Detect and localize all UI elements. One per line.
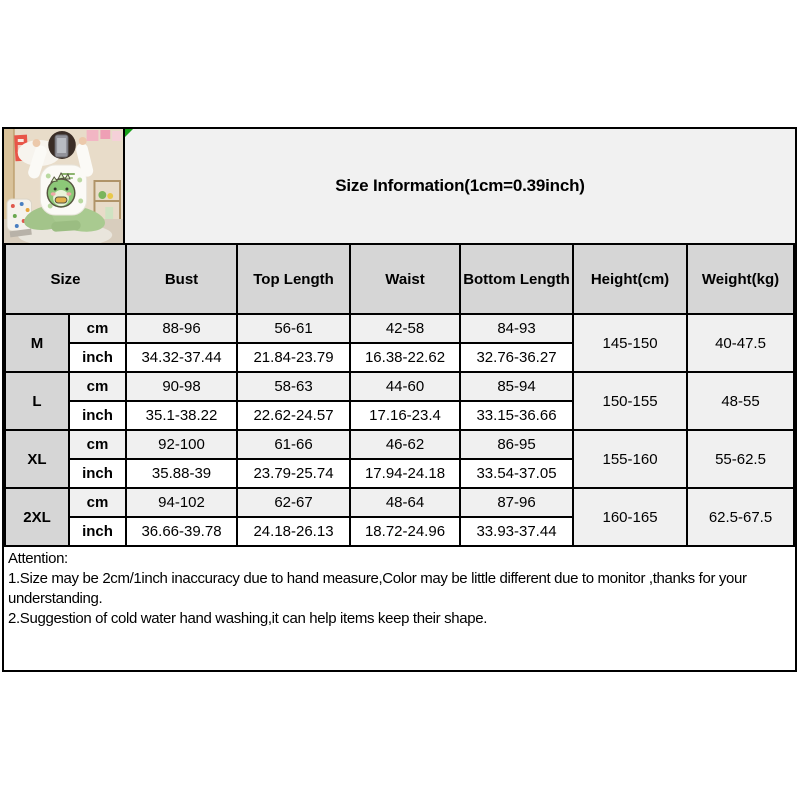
unit-cm: cm <box>67 371 128 402</box>
cell-l-inch-waist: 17.16-23.4 <box>349 400 462 431</box>
unit-inch: inch <box>67 400 128 431</box>
unit-cm: cm <box>67 429 128 460</box>
cell-m-weight: 40-47.5 <box>686 313 795 373</box>
table-row: inch 36.66-39.78 24.18-26.13 18.72-24.96… <box>5 516 794 547</box>
cell-m-height: 145-150 <box>572 313 689 373</box>
size-table: Size Bust Top Length Waist Bottom Length… <box>3 243 795 547</box>
header-bust: Bust <box>125 243 239 315</box>
table-row: M cm 88-96 56-61 42-58 84-93 145-150 40-… <box>4 313 795 373</box>
cell-l-inch-bottom: 33.15-36.66 <box>459 400 575 431</box>
header-waist: Waist <box>349 243 462 315</box>
cell-l-cm-bottom: 85-94 <box>459 371 575 402</box>
table-row: inch 35.1-38.22 22.62-24.57 17.16-23.4 3… <box>5 400 794 431</box>
attention-heading: Attention: <box>8 550 68 567</box>
table-row: 2XL cm 94-102 62-67 48-64 87-96 160-165 … <box>4 487 795 547</box>
cell-m-inch-waist: 16.38-22.62 <box>349 342 462 373</box>
size-label-l: L <box>4 371 70 431</box>
header-weight: Weight(kg) <box>686 243 795 315</box>
product-photo-illustration <box>4 129 123 243</box>
table-row: inch 35.88-39 23.79-25.74 17.94-24.18 33… <box>5 458 794 489</box>
unit-inch: inch <box>67 342 128 373</box>
attention-line-1: 1.Size may be 2cm/1inch inaccuracy due t… <box>8 569 747 607</box>
attention-line-2: 2.Suggestion of cold water hand washing,… <box>8 609 488 627</box>
top-band: Size Information(1cm=0.39inch) <box>4 129 795 243</box>
header-height: Height(cm) <box>572 243 689 315</box>
size-chart-sheet: Size Information(1cm=0.39inch) Size Bust… <box>2 127 797 672</box>
product-photo <box>4 129 125 243</box>
cell-2xl-weight: 62.5-67.5 <box>686 487 795 547</box>
cell-l-cm-bust: 90-98 <box>125 371 239 402</box>
cell-xl-weight: 55-62.5 <box>686 429 795 489</box>
cell-m-cm-bust: 88-96 <box>125 313 239 344</box>
cell-m-inch-top: 21.84-23.79 <box>236 342 352 373</box>
corner-flag-icon <box>125 129 133 137</box>
cell-2xl-cm-bust: 94-102 <box>125 487 239 518</box>
unit-inch: inch <box>67 516 128 547</box>
cell-xl-cm-waist: 46-62 <box>349 429 462 460</box>
unit-cm: cm <box>67 313 128 344</box>
size-label-xl: XL <box>4 429 70 489</box>
cell-xl-inch-top: 23.79-25.74 <box>236 458 352 489</box>
header-top-length: Top Length <box>236 243 352 315</box>
table-row: XL cm 92-100 61-66 46-62 86-95 155-160 5… <box>4 429 795 489</box>
header-bottom-length: Bottom Length <box>459 243 575 315</box>
unit-inch: inch <box>67 458 128 489</box>
cell-2xl-inch-top: 24.18-26.13 <box>236 516 352 547</box>
cell-2xl-height: 160-165 <box>572 487 689 547</box>
header-size: Size <box>3 243 128 315</box>
cell-2xl-cm-bottom: 87-96 <box>459 487 575 518</box>
cell-2xl-inch-waist: 18.72-24.96 <box>349 516 462 547</box>
cell-m-cm-waist: 42-58 <box>349 313 462 344</box>
cell-l-inch-top: 22.62-24.57 <box>236 400 352 431</box>
size-label-m: M <box>4 313 70 373</box>
cell-xl-inch-bottom: 33.54-37.05 <box>459 458 575 489</box>
cell-xl-cm-bust: 92-100 <box>125 429 239 460</box>
cell-xl-cm-top: 61-66 <box>236 429 352 460</box>
cell-2xl-inch-bust: 36.66-39.78 <box>125 516 239 547</box>
table-row: inch 34.32-37.44 21.84-23.79 16.38-22.62… <box>5 342 794 373</box>
size-label-2xl: 2XL <box>4 487 70 547</box>
cell-m-cm-top: 56-61 <box>236 313 352 344</box>
cell-l-cm-waist: 44-60 <box>349 371 462 402</box>
cell-xl-height: 155-160 <box>572 429 689 489</box>
cell-xl-inch-bust: 35.88-39 <box>125 458 239 489</box>
title-banner: Size Information(1cm=0.39inch) <box>125 129 795 243</box>
cell-2xl-cm-top: 62-67 <box>236 487 352 518</box>
cell-l-cm-top: 58-63 <box>236 371 352 402</box>
cell-xl-inch-waist: 17.94-24.18 <box>349 458 462 489</box>
attention-notes: Attention: 1.Size may be 2cm/1inch inacc… <box>4 547 795 670</box>
header-row: Size Bust Top Length Waist Bottom Length… <box>3 243 795 315</box>
cell-2xl-inch-bottom: 33.93-37.44 <box>459 516 575 547</box>
table-row: L cm 90-98 58-63 44-60 85-94 150-155 48-… <box>4 371 795 431</box>
cell-l-inch-bust: 35.1-38.22 <box>125 400 239 431</box>
page-title: Size Information(1cm=0.39inch) <box>335 176 585 195</box>
cell-l-height: 150-155 <box>572 371 689 431</box>
cell-l-weight: 48-55 <box>686 371 795 431</box>
cell-xl-cm-bottom: 86-95 <box>459 429 575 460</box>
cell-2xl-cm-waist: 48-64 <box>349 487 462 518</box>
unit-cm: cm <box>67 487 128 518</box>
cell-m-inch-bottom: 32.76-36.27 <box>459 342 575 373</box>
cell-m-cm-bottom: 84-93 <box>459 313 575 344</box>
cell-m-inch-bust: 34.32-37.44 <box>125 342 239 373</box>
